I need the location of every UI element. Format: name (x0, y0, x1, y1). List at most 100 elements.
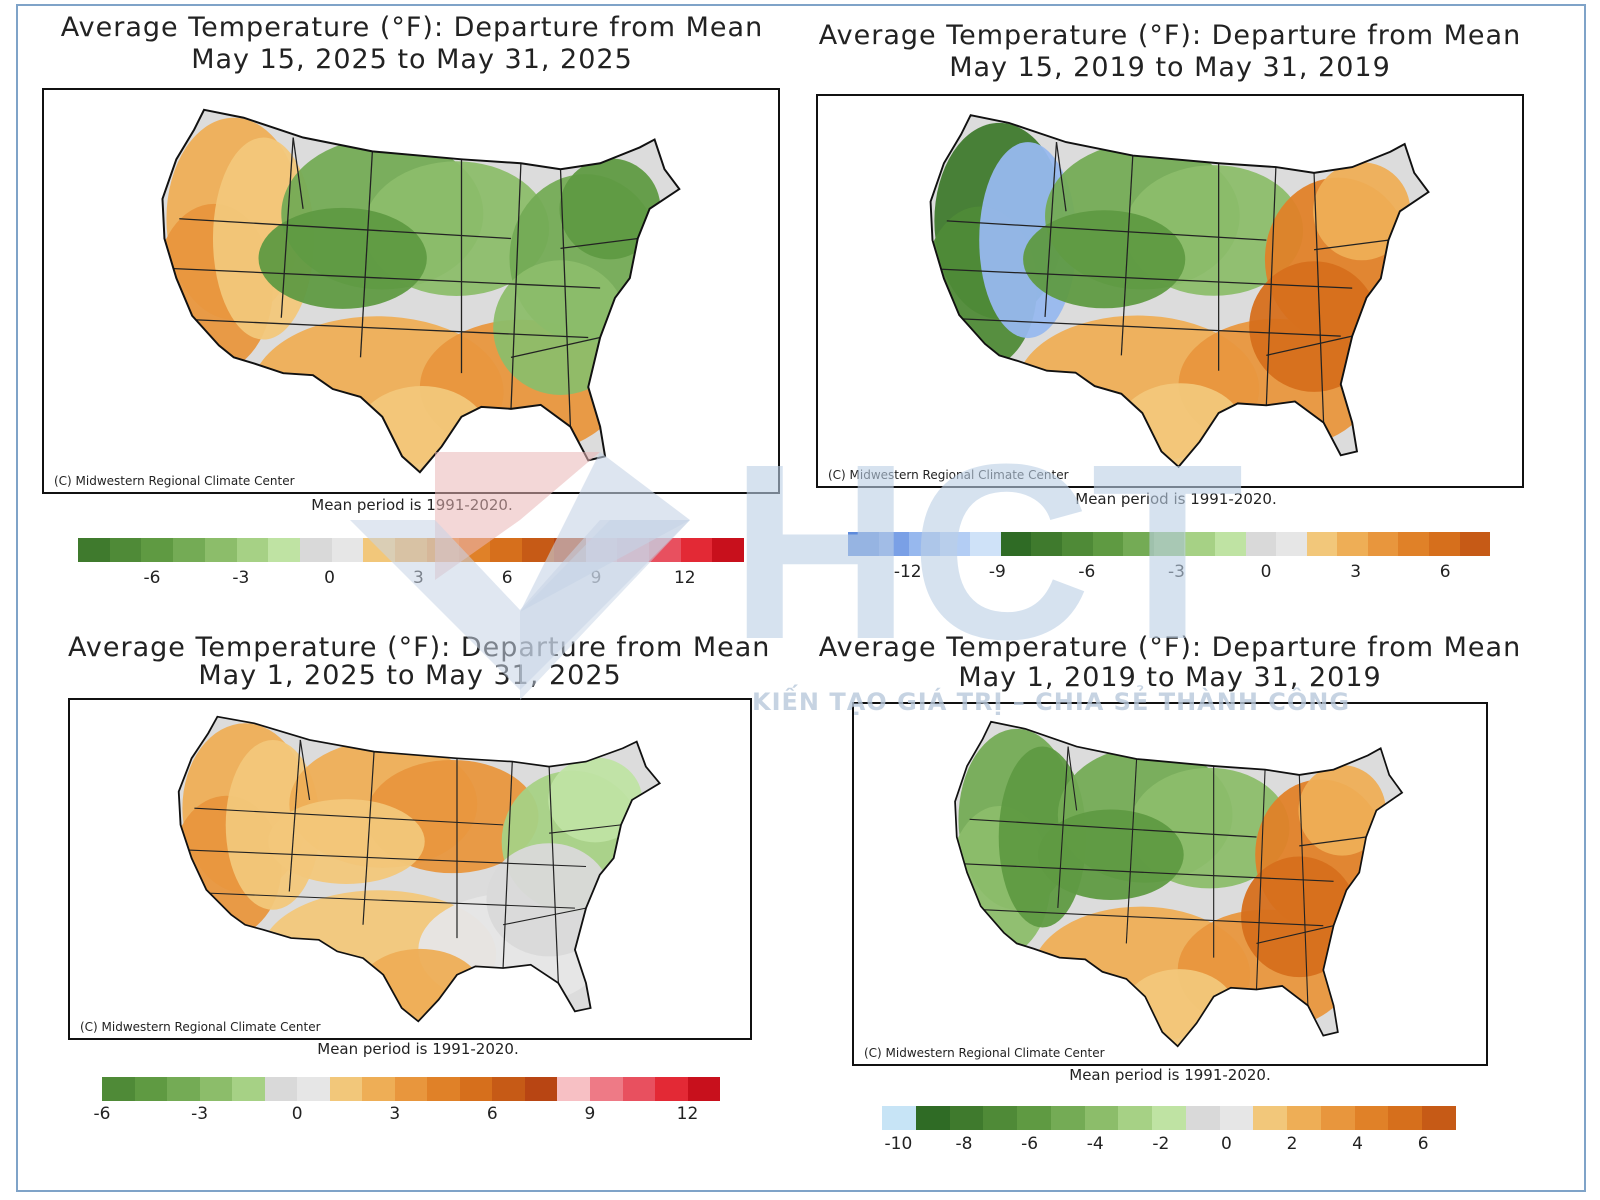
us-temperature-map: (C) Midwestern Regional Climate Center (852, 702, 1488, 1066)
state-border (1120, 155, 1134, 356)
legend-swatch (655, 1077, 688, 1101)
mean-period-note: Mean period is 1991-2020. (1075, 490, 1277, 508)
legend-swatch (1306, 532, 1338, 556)
legend-swatch (1214, 532, 1246, 556)
legend-swatch (522, 538, 554, 562)
legend-swatch (1320, 1106, 1355, 1130)
map-title-line2: May 15, 2025 to May 31, 2025 (191, 44, 633, 75)
us-map-svg (954, 720, 1404, 1048)
legend-swatch (680, 538, 713, 562)
state-border (946, 220, 1267, 241)
legend-swatch (1253, 1106, 1288, 1130)
state-border (1298, 774, 1309, 1006)
legend-swatch (1459, 532, 1491, 556)
state-border (1044, 142, 1058, 317)
state-border (549, 824, 622, 834)
legend-swatch (1000, 532, 1032, 556)
anomaly-zone-south (357, 948, 483, 1022)
anomaly-zone-east (486, 843, 612, 957)
state-border (182, 849, 587, 868)
legend-swatch (622, 1077, 656, 1101)
state-border (166, 267, 601, 289)
legend-tick-label: 6 (486, 1104, 498, 1124)
legend-tick-label: 9 (590, 568, 602, 588)
legend-swatch (300, 538, 332, 562)
us-map-svg (161, 108, 681, 474)
us-outline (177, 715, 662, 1023)
legend-tick-label: -9 (988, 562, 1006, 582)
legend-swatch (915, 1106, 950, 1130)
us-outline (954, 720, 1404, 1048)
legend-swatch (1287, 1106, 1321, 1130)
map-title-line2: May 15, 2019 to May 31, 2019 (949, 52, 1391, 83)
map-credit: (C) Midwestern Regional Climate Center (54, 474, 295, 488)
us-map-svg (929, 114, 1430, 469)
mean-period-note: Mean period is 1991-2020. (311, 496, 513, 514)
anomaly-zone-north (1023, 210, 1186, 309)
legend-swatch (1062, 532, 1093, 556)
anomaly-zone-east (559, 158, 661, 260)
anomaly-zone-east (1241, 856, 1358, 978)
legend-ticks: -6 -3 0 3 6 9 12 (78, 568, 744, 590)
legend-tick-label: -6 (1021, 1134, 1039, 1154)
legend-swatch (1123, 532, 1154, 556)
map-credit: (C) Midwestern Regional Climate Center (80, 1020, 321, 1034)
legend-swatch (1084, 1106, 1119, 1130)
color-legend-bar (848, 532, 1491, 556)
legend-swatch (395, 538, 427, 562)
state-border (179, 218, 512, 240)
legend-swatch (1184, 532, 1215, 556)
map-title-line2: May 1, 2025 to May 31, 2025 (198, 660, 622, 691)
legend-swatch (1276, 532, 1307, 556)
legend-tick-label: 12 (673, 568, 696, 588)
legend-swatch (1422, 1106, 1457, 1130)
legend-swatch (524, 1077, 558, 1101)
watermark-slogan: KIẾN TẠO GIÁ TRỊ – CHIA SẺ THÀNH CÔNG (752, 688, 1351, 716)
legend-tick-label: -2 (1152, 1134, 1170, 1154)
legend-ticks: -10 -8 -6 -4 -2 0 2 4 6 (882, 1134, 1456, 1156)
legend-swatch (909, 532, 940, 556)
legend-tick-label: -4 (1086, 1134, 1104, 1154)
mean-period-note: Mean period is 1991-2020. (317, 1040, 519, 1058)
legend-swatch (553, 538, 586, 562)
state-border (560, 237, 638, 250)
legend-tick-label: 3 (389, 1104, 401, 1124)
legend-tick-label: 0 (1220, 1134, 1232, 1154)
state-border (1125, 758, 1138, 944)
legend-tick-label: 0 (291, 1104, 303, 1124)
map-panel-3: Average Temperature (°F): Departure from… (68, 632, 769, 1132)
state-border (208, 892, 575, 909)
legend-tick-label: 6 (1417, 1134, 1429, 1154)
map-credit: (C) Midwestern Regional Climate Center (864, 1046, 1105, 1060)
legend-swatch (983, 1106, 1018, 1130)
legend-swatch (199, 1077, 233, 1101)
legend-swatch (173, 538, 205, 562)
legend-swatch (204, 538, 237, 562)
legend-swatch (1050, 1106, 1085, 1130)
legend-swatch (490, 538, 523, 562)
legend-tick-label: 3 (1350, 562, 1362, 582)
legend-tick-label: 2 (1286, 1134, 1298, 1154)
legend-swatch (1219, 1106, 1254, 1130)
us-outline (929, 114, 1430, 469)
legend-swatch (882, 1106, 916, 1130)
state-border (194, 319, 589, 339)
legend-swatch (557, 1077, 590, 1101)
legend-swatch (939, 532, 971, 556)
color-legend-bar (78, 538, 745, 562)
state-border (288, 739, 301, 892)
figure-frame (16, 4, 1586, 1192)
state-border (982, 909, 1324, 927)
state-border (934, 268, 1353, 289)
legend-tick-label: 0 (1260, 562, 1272, 582)
us-temperature-map: (C) Midwestern Regional Climate Center (68, 698, 752, 1040)
state-border (194, 807, 504, 826)
map-title-line1: Average Temperature (°F): Departure from… (818, 632, 1522, 663)
legend-swatch (363, 538, 396, 562)
legend-tick-label: 3 (412, 568, 424, 588)
legend-swatch (878, 532, 910, 556)
legend-ticks: -6 -3 0 3 6 9 12 (94, 1104, 720, 1126)
state-border (559, 169, 572, 427)
anomaly-zone-south (1115, 383, 1246, 467)
us-temperature-map: (C) Midwestern Regional Climate Center (816, 94, 1524, 488)
